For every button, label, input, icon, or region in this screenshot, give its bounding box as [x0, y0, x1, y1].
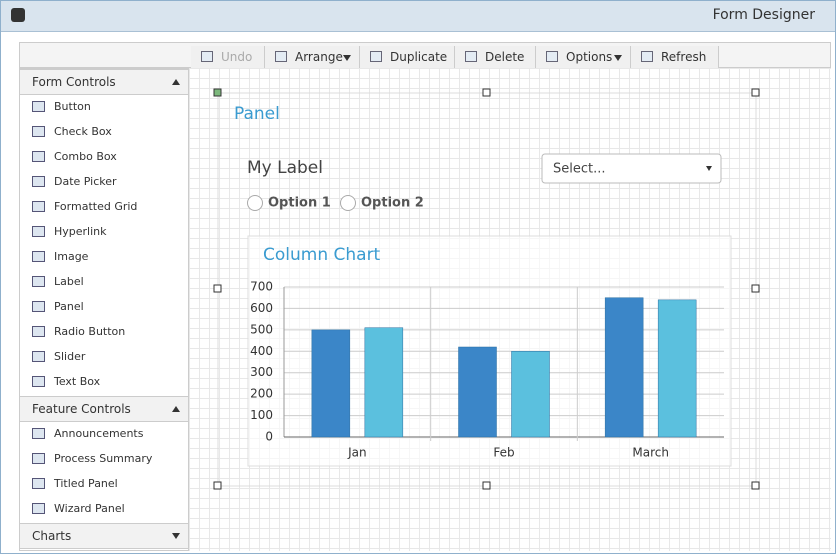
- control-icon: [32, 453, 45, 464]
- control-icon: [32, 428, 45, 439]
- section-header[interactable]: Feature Controls: [20, 396, 188, 422]
- section-header[interactable]: Form Controls: [20, 69, 188, 95]
- select-box[interactable]: [541, 153, 722, 184]
- control-icon: [32, 201, 45, 212]
- control-icon: [32, 351, 45, 362]
- control-icon: [32, 151, 45, 162]
- toolbar-button[interactable]: Arrange: [265, 46, 360, 68]
- toolbar-button[interactable]: Duplicate: [360, 46, 455, 68]
- app-icon: [11, 8, 25, 22]
- x-tick-label: Jan: [347, 446, 367, 460]
- control-item[interactable]: Label: [54, 275, 84, 288]
- bar: [604, 297, 644, 438]
- chart-title: Column Chart: [263, 245, 381, 265]
- control-item[interactable]: Titled Panel: [54, 477, 118, 490]
- title-bar: Form Designer: [1, 1, 835, 32]
- y-tick-label: 700: [250, 280, 273, 294]
- control-icon: [32, 376, 45, 387]
- radio-label[interactable]: Option 1: [268, 196, 331, 211]
- control-item[interactable]: Wizard Panel: [54, 502, 125, 515]
- radio[interactable]: [340, 195, 356, 211]
- selection-handle: [482, 481, 491, 490]
- toolbar-button[interactable]: Undo: [191, 46, 265, 68]
- y-tick-label: 0: [265, 430, 273, 444]
- control-item[interactable]: Slider: [54, 350, 86, 363]
- button-icon: [546, 51, 558, 62]
- bar: [657, 299, 697, 438]
- button-icon: [370, 51, 382, 62]
- control-icon: [32, 503, 45, 514]
- bar: [458, 346, 497, 438]
- radio[interactable]: [247, 195, 263, 211]
- selection-handle: [751, 88, 760, 97]
- collapse-arrow: [172, 533, 180, 539]
- toolbar-button[interactable]: Refresh: [631, 46, 719, 68]
- control-icon: [32, 301, 45, 312]
- control-item[interactable]: Process Summary: [54, 452, 153, 465]
- y-tick-label: 200: [250, 387, 273, 401]
- bar: [311, 329, 351, 438]
- y-tick-label: 600: [250, 301, 273, 315]
- control-item[interactable]: Text Box: [54, 375, 101, 388]
- button-icon: [275, 51, 287, 62]
- panel-title[interactable]: Panel: [234, 104, 280, 124]
- selection-handle: [482, 88, 491, 97]
- dropdown-arrow: [614, 55, 622, 61]
- selection-handle: [213, 481, 222, 490]
- button-icon: [465, 51, 477, 62]
- control-item[interactable]: Radio Button: [54, 325, 126, 338]
- button-icon: [641, 51, 653, 62]
- collapse-arrow: [172, 79, 180, 85]
- label[interactable]: My Label: [247, 158, 323, 178]
- y-tick-label: 400: [250, 344, 273, 358]
- radio-label[interactable]: Option 2: [361, 196, 424, 211]
- selection-handle: [213, 284, 222, 293]
- control-item[interactable]: Combo Box: [54, 150, 117, 163]
- x-tick-label: March: [632, 446, 669, 460]
- button-icon: [201, 51, 213, 62]
- bar: [364, 327, 404, 438]
- y-tick-label: 500: [250, 322, 273, 336]
- section-header[interactable]: Charts: [20, 523, 188, 549]
- control-item[interactable]: Image: [54, 250, 89, 263]
- selection-handle: [751, 284, 760, 293]
- select-arrow: [706, 166, 712, 171]
- canvas-drawing: Panel My Label Select... Option 1 Option…: [213, 88, 760, 490]
- sidebar: Form Controls Button Check Box Combo Box Dat…: [19, 68, 189, 551]
- control-item[interactable]: Formatted Grid: [54, 200, 138, 213]
- control-item[interactable]: Panel: [54, 300, 84, 313]
- control-item[interactable]: Hyperlink: [54, 225, 107, 238]
- control-icon: [32, 126, 45, 137]
- control-icon: [32, 276, 45, 287]
- y-tick-label: 100: [250, 408, 273, 422]
- control-icon: [32, 176, 45, 187]
- control-icon: [32, 101, 45, 112]
- control-item[interactable]: Date Picker: [54, 175, 117, 188]
- selection-handle: [751, 481, 760, 490]
- control-icon: [32, 478, 45, 489]
- toolbar: Undo Arrange Duplicate Delete Options Refresh: [19, 42, 831, 68]
- control-item[interactable]: Announcements: [54, 427, 144, 440]
- control-item[interactable]: Check Box: [54, 125, 112, 138]
- control-icon: [32, 326, 45, 337]
- selection-handle: [213, 88, 222, 97]
- control-item[interactable]: Button: [54, 100, 91, 113]
- x-tick-label: Feb: [493, 446, 514, 460]
- dropdown-arrow: [343, 55, 351, 61]
- select-text[interactable]: Select...: [553, 162, 606, 177]
- toolbar-button[interactable]: Options: [536, 46, 631, 68]
- collapse-arrow: [172, 406, 180, 412]
- toolbar-button[interactable]: Delete: [455, 46, 536, 68]
- y-tick-label: 300: [250, 365, 273, 379]
- control-icon: [32, 226, 45, 237]
- window-title: Form Designer: [712, 7, 815, 23]
- bar: [511, 351, 550, 438]
- control-icon: [32, 251, 45, 262]
- design-canvas: Panel My Label Select... Option 1 Option…: [189, 68, 831, 551]
